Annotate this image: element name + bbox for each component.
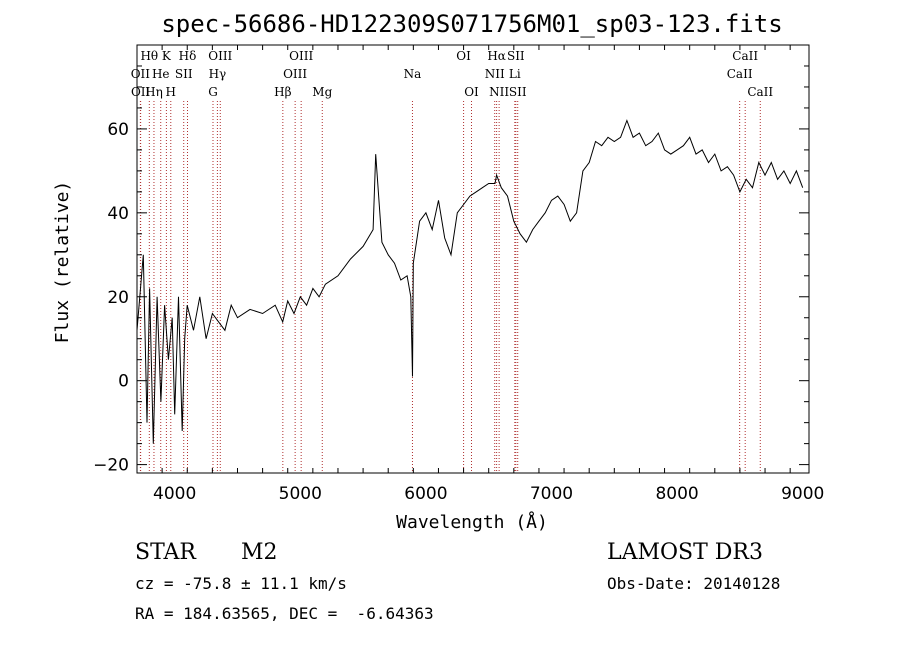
axis-ticks: 4000 5000 6000 7000 8000 9000 −20 0 20 40 60	[93, 45, 824, 504]
line-marker-label: OI	[464, 85, 479, 99]
line-marker-label: H	[166, 85, 176, 99]
x-tick-label: 8000	[655, 484, 698, 504]
line-marker-label: K	[162, 49, 172, 63]
line-marker-label: G	[208, 85, 218, 99]
plot-frame	[136, 44, 810, 474]
y-tick-label: 20	[107, 288, 129, 308]
x-tick-label: 7000	[530, 484, 573, 504]
line-marker-label: Li	[509, 67, 521, 81]
line-marker-label: OI	[456, 49, 471, 63]
line-marker-label: OIII	[289, 49, 313, 63]
line-marker-label: Mg	[312, 85, 332, 99]
y-tick-label: 60	[107, 120, 129, 140]
observation-date: Obs-Date: 20140128	[607, 574, 781, 593]
line-marker-label: Hδ	[179, 49, 197, 63]
line-marker-label: SII	[509, 85, 527, 99]
x-tick-label: 9000	[781, 484, 824, 504]
line-marker-label: Hγ	[209, 67, 227, 81]
redshift-cz: cz = -75.8 ± 11.1 km/s	[135, 574, 347, 593]
x-axis-label: Wavelength (Å)	[396, 511, 548, 533]
y-tick-label: −20	[93, 456, 129, 476]
x-tick-label: 4000	[153, 484, 196, 504]
x-tick-label: 5000	[279, 484, 322, 504]
line-marker-label: NII	[489, 85, 509, 99]
line-marker-label: CaII	[747, 85, 773, 99]
survey-name: LAMOST DR3	[607, 540, 763, 565]
y-tick-label: 40	[107, 204, 129, 224]
line-marker-label: Hα	[487, 49, 506, 63]
y-axis-label: Flux (relative)	[52, 181, 73, 344]
line-marker-label: OII	[131, 85, 151, 99]
line-marker-label: Hη	[145, 85, 163, 99]
line-marker-label: NII	[485, 67, 505, 81]
x-tick-label: 6000	[404, 484, 447, 504]
line-marker-label: SII	[507, 49, 525, 63]
line-marker-label: Hθ	[140, 49, 158, 63]
line-marker-label: Hβ	[274, 85, 291, 99]
line-marker-label: CaII	[727, 67, 753, 81]
spectrum-line	[136, 119, 804, 444]
line-marker-label: He	[152, 67, 170, 81]
y-tick-label: 0	[118, 372, 129, 392]
ra-dec: RA = 184.63565, DEC = -6.64363	[135, 604, 434, 623]
line-marker-label: OIII	[208, 49, 232, 63]
line-marker-label: OII	[131, 67, 151, 81]
object-class: STAR	[135, 540, 196, 565]
spectrum-plot: spec-56686-HD122309S071756M01_sp03-123.f…	[52, 10, 824, 533]
line-marker-label: OIII	[283, 67, 307, 81]
chart-title: spec-56686-HD122309S071756M01_sp03-123.f…	[161, 10, 782, 38]
line-marker-label: CaII	[732, 49, 758, 63]
line-marker-label: SII	[175, 67, 193, 81]
object-subclass: M2	[241, 540, 278, 565]
line-marker-label: Na	[404, 67, 422, 81]
